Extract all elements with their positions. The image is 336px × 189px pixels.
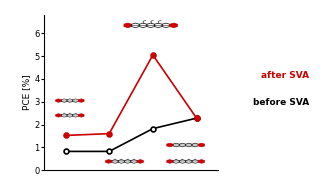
Polygon shape bbox=[137, 160, 143, 163]
Polygon shape bbox=[167, 143, 173, 147]
Polygon shape bbox=[78, 114, 84, 117]
Polygon shape bbox=[170, 23, 177, 28]
Polygon shape bbox=[167, 160, 173, 163]
Polygon shape bbox=[124, 23, 132, 28]
Polygon shape bbox=[56, 99, 61, 102]
Polygon shape bbox=[106, 160, 112, 163]
Polygon shape bbox=[199, 143, 205, 147]
Text: before SVA: before SVA bbox=[253, 98, 309, 107]
Polygon shape bbox=[78, 99, 84, 102]
Y-axis label: PCE [%]: PCE [%] bbox=[23, 75, 31, 111]
Polygon shape bbox=[56, 114, 61, 117]
Polygon shape bbox=[199, 160, 205, 163]
Text: after SVA: after SVA bbox=[261, 71, 309, 80]
